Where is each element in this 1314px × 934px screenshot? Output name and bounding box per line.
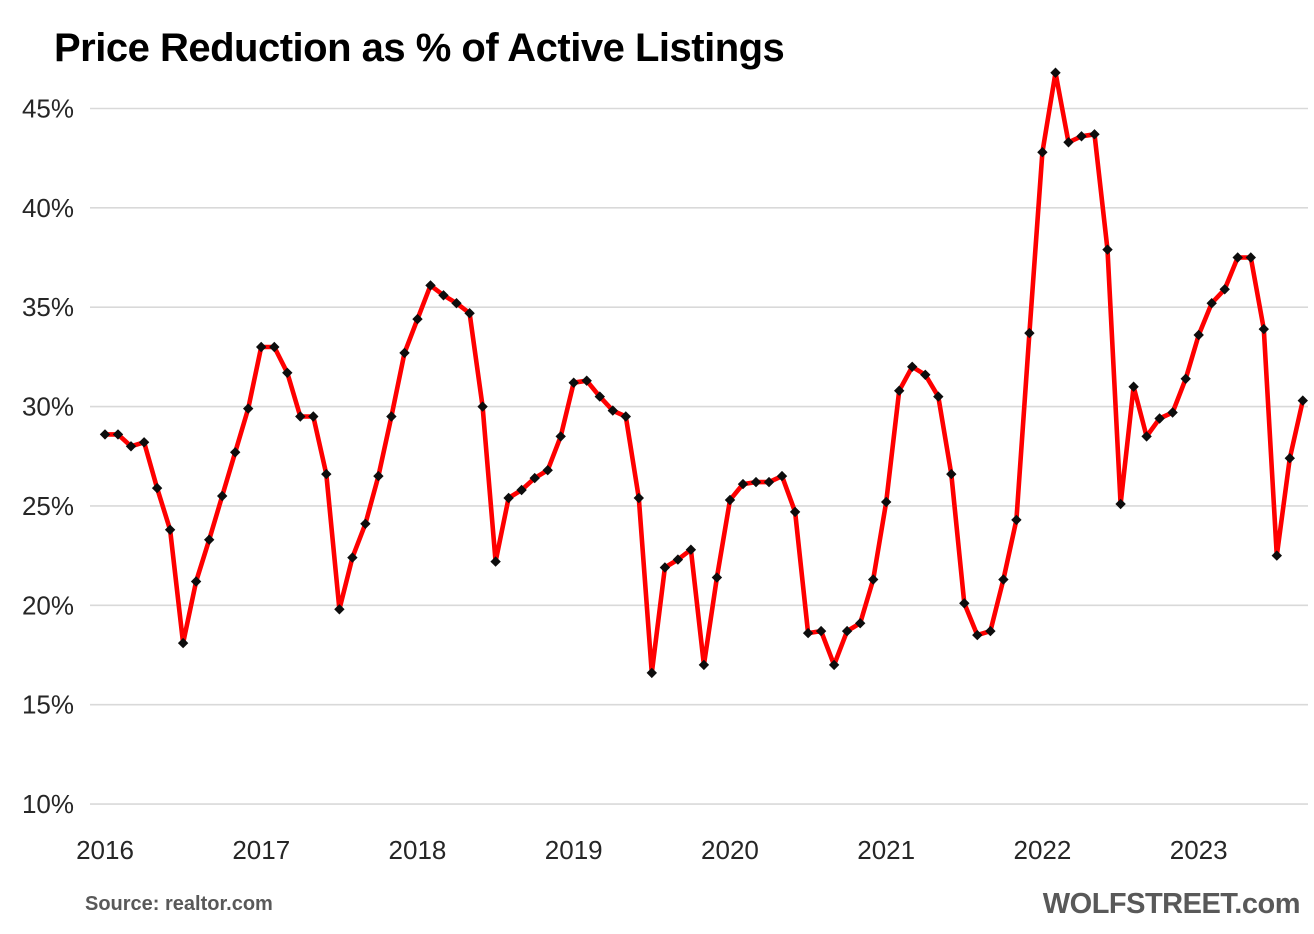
x-tick-label: 2023 [1170, 835, 1228, 865]
y-tick-label: 10% [22, 789, 74, 819]
source-note: Source: realtor.com [85, 893, 273, 915]
y-tick-label: 15% [22, 690, 74, 720]
x-tick-label: 2019 [545, 835, 603, 865]
y-tick-label: 35% [22, 292, 74, 322]
x-tick-label: 2022 [1014, 835, 1072, 865]
y-tick-label: 25% [22, 491, 74, 521]
page-title: Price Reduction as % of Active Listings [54, 26, 785, 70]
y-tick-label: 30% [22, 392, 74, 422]
x-tick-label: 2018 [389, 835, 447, 865]
x-tick-label: 2020 [701, 835, 759, 865]
x-tick-label: 2021 [857, 835, 915, 865]
data-point-markers [99, 67, 1308, 679]
x-tick-label: 2017 [232, 835, 290, 865]
site-branding: WOLFSTREET.com [1042, 888, 1301, 920]
y-tick-label: 40% [22, 193, 74, 223]
y-tick-label: 45% [22, 94, 74, 124]
y-tick-label: 20% [22, 590, 74, 620]
x-tick-label: 2016 [76, 835, 134, 865]
